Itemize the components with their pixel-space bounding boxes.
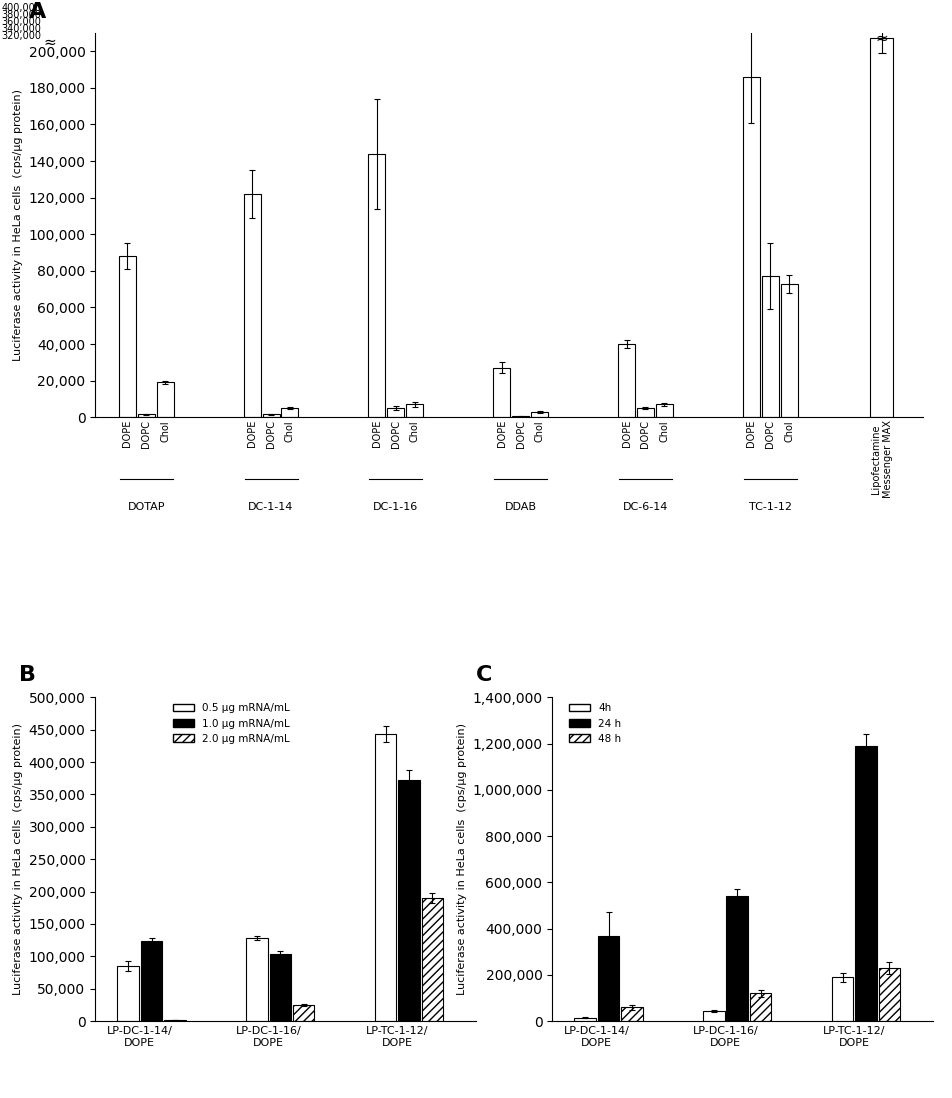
Bar [368, 154, 386, 417]
Text: DC-1-16: DC-1-16 [373, 502, 419, 512]
Legend: 0.5 μg mRNA/mL, 1.0 μg mRNA/mL, 2.0 μg mRNA/mL: 0.5 μg mRNA/mL, 1.0 μg mRNA/mL, 2.0 μg m… [169, 699, 294, 748]
Text: DDAB: DDAB [505, 502, 537, 512]
Bar [598, 935, 620, 1021]
Bar [637, 408, 654, 417]
Text: C: C [476, 664, 492, 685]
Bar [387, 408, 405, 417]
Bar [244, 194, 261, 417]
Bar [762, 277, 779, 417]
Text: B: B [19, 664, 36, 685]
Bar [621, 1007, 643, 1021]
Text: 360,000: 360,000 [2, 16, 41, 26]
Text: ≈: ≈ [876, 31, 888, 46]
Text: DC-1-14: DC-1-14 [248, 502, 294, 512]
Bar [375, 735, 396, 1021]
Bar [293, 1005, 314, 1021]
Bar [407, 404, 424, 417]
Bar [493, 368, 510, 417]
Bar [531, 412, 548, 417]
Bar [282, 408, 299, 417]
Bar [879, 968, 900, 1021]
Bar [855, 746, 877, 1021]
Bar [141, 941, 163, 1021]
Bar [247, 938, 268, 1021]
Bar [832, 977, 853, 1021]
Text: TC-1-12: TC-1-12 [749, 502, 792, 512]
Text: 400,000: 400,000 [2, 3, 41, 13]
Bar [704, 1011, 724, 1021]
Bar [157, 382, 173, 417]
Bar [618, 344, 635, 417]
Text: 320,000: 320,000 [1, 31, 41, 41]
Bar [138, 415, 155, 417]
Text: DC-6-14: DC-6-14 [623, 502, 668, 512]
Bar [574, 1018, 596, 1021]
Bar [269, 954, 291, 1021]
Bar [117, 966, 139, 1021]
Y-axis label: Luciferase activity in HeLa cells  (cps/μg protein): Luciferase activity in HeLa cells (cps/μ… [12, 89, 23, 361]
Text: A: A [29, 2, 47, 22]
Legend: 4h, 24 h, 48 h: 4h, 24 h, 48 h [565, 699, 625, 748]
Text: 380,000: 380,000 [2, 10, 41, 20]
Text: DOTAP: DOTAP [128, 502, 165, 512]
Text: ≈: ≈ [43, 35, 56, 51]
Bar [726, 896, 748, 1021]
Bar [781, 283, 798, 417]
Bar [398, 780, 420, 1021]
Y-axis label: Luciferase activity in HeLa cells  (cps/μg protein): Luciferase activity in HeLa cells (cps/μ… [13, 724, 23, 995]
Bar [422, 898, 443, 1021]
Bar [263, 415, 280, 417]
Bar [743, 77, 760, 417]
Bar [119, 256, 136, 417]
Y-axis label: Luciferase activity in HeLa cells  (cps/μg protein): Luciferase activity in HeLa cells (cps/μ… [457, 724, 466, 995]
Text: 340,000: 340,000 [2, 24, 41, 34]
Bar [870, 38, 893, 417]
Bar [750, 994, 771, 1021]
Bar [656, 404, 673, 417]
